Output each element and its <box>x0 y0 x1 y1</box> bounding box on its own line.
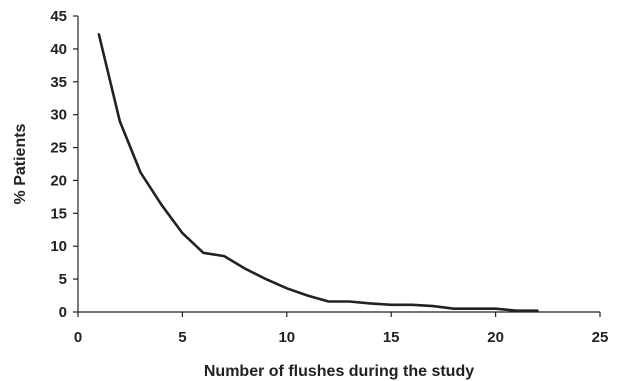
data-point <box>389 303 393 307</box>
x-tick-label: 10 <box>278 329 295 346</box>
y-tick-label: 10 <box>50 238 67 255</box>
y-tick-label: 40 <box>50 41 67 58</box>
x-tick-label: 25 <box>592 329 609 346</box>
data-point <box>264 277 268 281</box>
data-point <box>410 303 414 307</box>
y-axis: 0 5 10 15 20 25 30 35 40 45 <box>50 8 79 321</box>
data-point <box>222 254 226 258</box>
data-point <box>285 286 289 290</box>
y-tick-label: 30 <box>50 107 67 124</box>
series-group <box>97 32 539 313</box>
x-tick-label: 0 <box>74 329 82 346</box>
data-point <box>97 32 101 36</box>
data-point <box>139 171 143 175</box>
x-tick-label: 15 <box>383 329 400 346</box>
data-point <box>306 294 310 298</box>
data-point <box>201 251 205 255</box>
y-tick-label: 0 <box>59 304 67 321</box>
x-tick-label: 20 <box>487 329 504 346</box>
data-point <box>368 301 372 305</box>
y-tick-label: 15 <box>50 205 67 222</box>
data-point <box>535 309 539 313</box>
y-axis-title: % Patients <box>12 123 29 204</box>
y-tick-label: 35 <box>50 74 67 91</box>
y-tick-label: 20 <box>50 172 67 189</box>
data-point <box>118 119 122 123</box>
y-tick-label: 45 <box>50 8 67 25</box>
data-point <box>431 304 435 308</box>
data-point <box>327 299 331 303</box>
y-tick-label: 25 <box>50 140 67 157</box>
data-point <box>494 307 498 311</box>
data-point <box>243 267 247 271</box>
data-point <box>473 307 477 311</box>
x-axis: 0 5 10 15 20 25 <box>74 311 609 346</box>
data-point <box>180 231 184 235</box>
x-axis-title: Number of flushes during the study <box>204 363 474 380</box>
y-tick-label: 5 <box>59 271 67 288</box>
data-point <box>514 309 518 313</box>
data-point <box>452 307 456 311</box>
series-line <box>97 33 539 312</box>
data-point <box>347 299 351 303</box>
x-tick-label: 5 <box>178 329 186 346</box>
data-point <box>160 203 164 207</box>
